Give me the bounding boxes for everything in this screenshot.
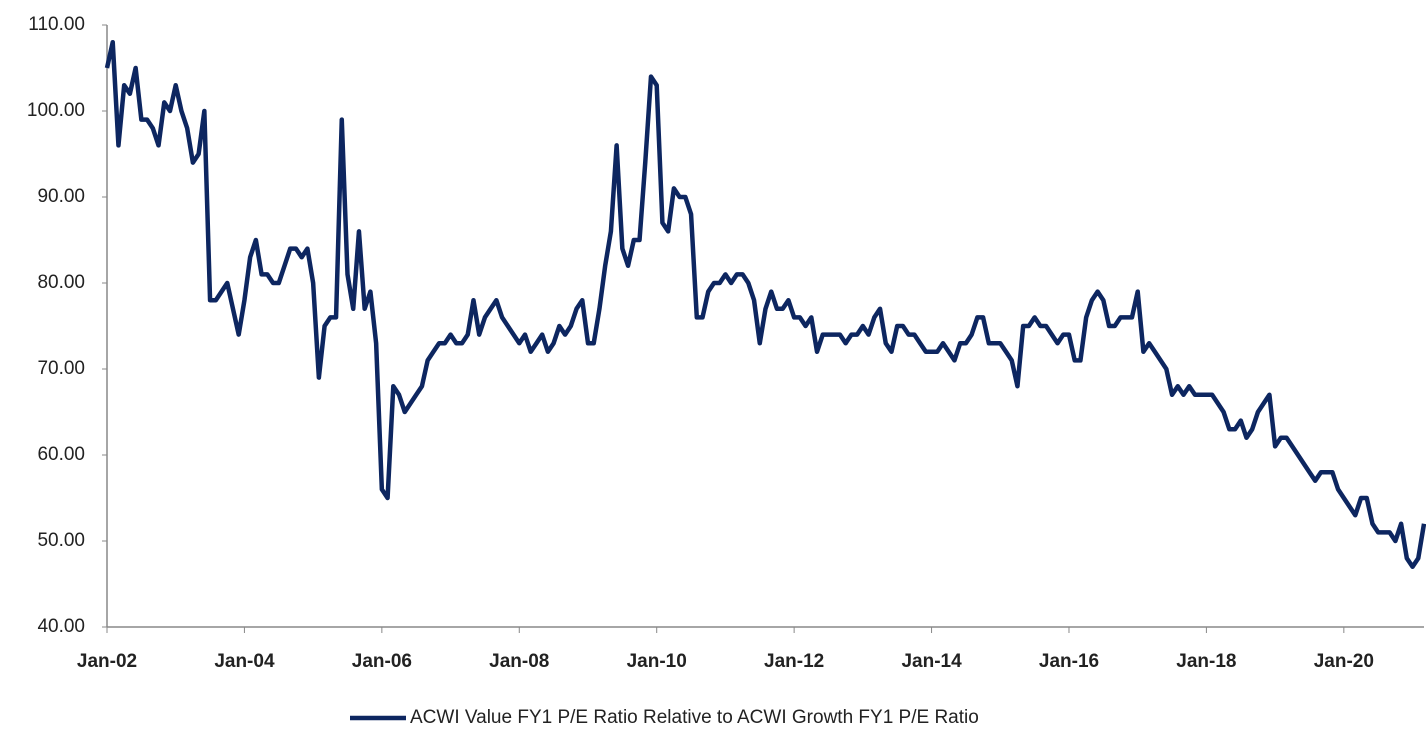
legend-label: ACWI Value FY1 P/E Ratio Relative to ACW…: [410, 707, 979, 728]
y-tick-label: 90.00: [37, 186, 85, 207]
x-tick-label: Jan-08: [489, 651, 549, 672]
y-tick-label: 100.00: [27, 100, 85, 121]
y-tick-label: 70.00: [37, 358, 85, 379]
y-tick-label: 80.00: [37, 272, 85, 293]
x-tick-label: Jan-18: [1176, 651, 1236, 672]
y-tick-label: 50.00: [37, 530, 85, 551]
x-tick-label: Jan-04: [214, 651, 275, 672]
series-line: [104, 39, 1426, 570]
y-tick-label: 110.00: [28, 14, 85, 35]
x-tick-label: Jan-14: [901, 651, 962, 672]
y-tick-label: 60.00: [37, 444, 85, 465]
x-tick-label: Jan-20: [1314, 651, 1374, 672]
x-tick-label: Jan-10: [627, 651, 687, 672]
x-tick-label: Jan-16: [1039, 651, 1099, 672]
y-tick-label: 40.00: [37, 616, 85, 637]
x-tick-label: Jan-06: [352, 651, 412, 672]
x-tick-label: Jan-02: [77, 651, 137, 672]
x-tick-label: Jan-12: [764, 651, 824, 672]
